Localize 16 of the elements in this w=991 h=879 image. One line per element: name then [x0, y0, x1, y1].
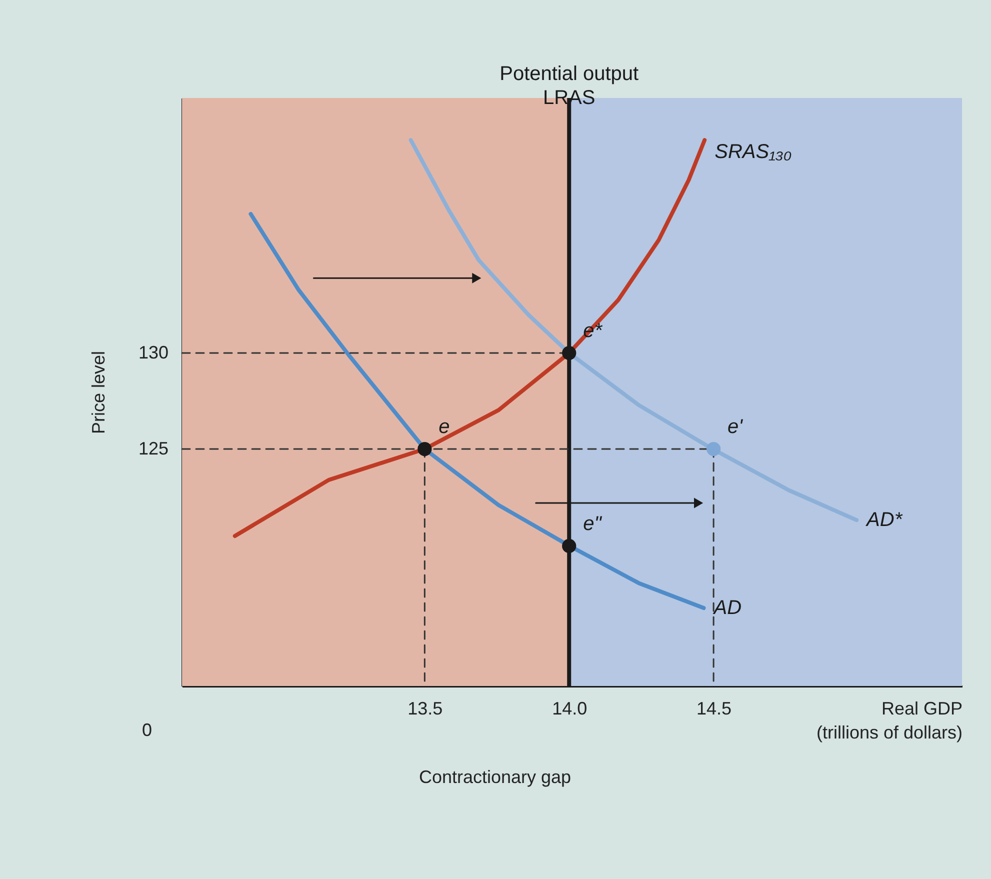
series-label: AD*	[866, 509, 904, 532]
x-axis-title: Real GDP (trillions of dollars)	[816, 698, 962, 742]
annotation: e'	[728, 416, 744, 438]
y-tick-label: 130	[138, 342, 168, 363]
ref-line-label: Potential output LRAS	[500, 63, 640, 109]
annotation: e	[438, 416, 450, 438]
text: Contractionary gap	[418, 767, 572, 787]
series-label: AD	[712, 597, 742, 620]
x-tick-label: 14.5	[696, 698, 732, 718]
y-axis-title: Price level	[88, 350, 108, 434]
annotation: e"	[583, 513, 602, 536]
y-tick-label: 125	[138, 438, 168, 459]
text: 0	[142, 720, 152, 740]
x-tick-label: 14.0	[552, 698, 588, 718]
series-label: SRAS₁₃₀	[714, 141, 792, 164]
x-tick-label: 13.5	[408, 698, 443, 718]
